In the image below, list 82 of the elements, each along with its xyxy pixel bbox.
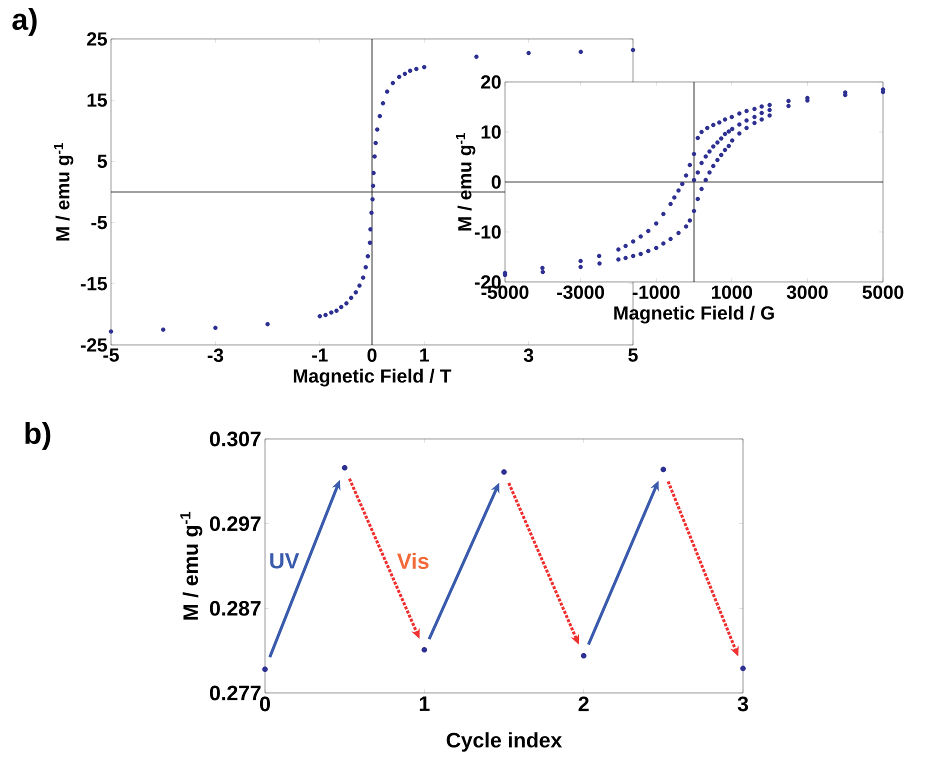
point	[408, 68, 412, 74]
y-tick-label: 0.287	[210, 600, 261, 616]
point	[368, 240, 372, 245]
y-tick-label: 20	[481, 75, 501, 89]
point	[369, 210, 374, 215]
point	[422, 647, 428, 653]
point	[740, 666, 746, 672]
y-tick-label: 10	[482, 125, 501, 139]
point	[378, 114, 382, 118]
y-axis-title: M / emu g$^{-1}$	[54, 143, 74, 240]
point	[329, 310, 334, 315]
x-tick-label: 3000	[786, 286, 828, 299]
x-axis-title: Magnetic Field / G	[614, 306, 774, 324]
y-tick-label: 0	[492, 175, 501, 189]
point	[357, 283, 362, 288]
x-tick-label: 3	[738, 696, 748, 712]
point	[354, 290, 358, 295]
point	[339, 304, 344, 310]
point	[414, 66, 419, 72]
x-tick-label: -3000	[557, 286, 604, 299]
point	[364, 265, 368, 270]
point	[161, 327, 166, 332]
y-axis-title: M / emu g$^{-1}$	[456, 133, 476, 231]
x-axis-title: Cycle index	[446, 732, 562, 752]
point	[630, 48, 636, 52]
point	[372, 154, 377, 159]
y-axis-title: M / emu g$^{-1}$	[180, 512, 202, 620]
point	[660, 466, 666, 472]
y-tick-label: 25	[87, 32, 107, 46]
point	[375, 127, 380, 132]
y-tick-label: 15	[88, 94, 107, 107]
point	[380, 101, 386, 106]
x-tick-label: 2	[578, 696, 589, 712]
x-tick-label: 5000	[862, 286, 904, 299]
point	[342, 464, 348, 471]
point	[474, 54, 479, 59]
text: b)	[25, 422, 50, 450]
point	[108, 329, 114, 334]
point	[323, 312, 328, 318]
point	[501, 469, 507, 475]
x-tick-label: 0	[367, 348, 376, 362]
point	[373, 140, 378, 146]
point	[371, 170, 376, 176]
x-tick-label: 1	[420, 696, 430, 711]
x-tick-label: 1	[420, 348, 429, 362]
point	[368, 227, 373, 232]
point	[262, 666, 268, 672]
point	[366, 254, 370, 258]
point	[370, 197, 375, 202]
x-tick-label: 5	[628, 348, 638, 362]
point	[334, 308, 339, 313]
x-tick-label: -1	[312, 348, 328, 362]
y-tick-label: 5	[98, 154, 107, 168]
annotation: UV	[270, 553, 300, 569]
y-tick-label: -10	[474, 225, 501, 239]
point	[344, 301, 349, 306]
point	[265, 322, 270, 326]
x-tick-label: 1000	[712, 286, 752, 299]
x-tick-label: -1000	[632, 286, 680, 299]
point	[526, 50, 531, 56]
point	[422, 64, 426, 70]
y-tick-label: 0.307	[210, 432, 261, 446]
point	[370, 184, 376, 188]
text: a)	[12, 8, 37, 36]
point	[318, 314, 322, 318]
y-tick-label: -5	[91, 216, 107, 230]
point	[580, 652, 586, 659]
y-tick-label: 0.297	[210, 516, 261, 532]
point	[390, 80, 396, 86]
y-tick-label: -15	[80, 277, 107, 290]
annotation: Vis	[397, 552, 429, 569]
point	[396, 74, 402, 80]
point	[384, 89, 390, 94]
point	[578, 50, 584, 54]
point	[213, 326, 218, 330]
x-tick-label: -3	[208, 348, 224, 362]
point	[360, 275, 366, 280]
point	[348, 296, 354, 300]
x-axis-title: Magnetic Field / T	[294, 368, 452, 387]
x-tick-label: 3	[524, 348, 534, 362]
y-tick-label: 0.277	[210, 686, 261, 700]
point	[402, 72, 408, 76]
